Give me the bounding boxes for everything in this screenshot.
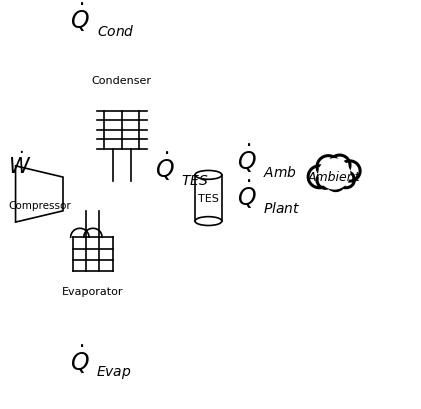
Text: $\mathit{Evap}$: $\mathit{Evap}$ bbox=[96, 363, 132, 380]
Text: Compressor: Compressor bbox=[8, 200, 71, 211]
Text: $\dot{W}$: $\dot{W}$ bbox=[8, 151, 32, 177]
Text: $\mathit{Cond}$: $\mathit{Cond}$ bbox=[97, 24, 135, 39]
Text: $\mathit{TES}$: $\mathit{TES}$ bbox=[181, 173, 208, 187]
Text: Evaporator: Evaporator bbox=[62, 287, 124, 297]
Text: $\dot{Q}$: $\dot{Q}$ bbox=[237, 178, 257, 211]
Text: $\mathit{Amb}$: $\mathit{Amb}$ bbox=[263, 164, 297, 179]
Ellipse shape bbox=[195, 171, 222, 180]
Ellipse shape bbox=[195, 217, 222, 226]
Circle shape bbox=[317, 156, 340, 178]
Text: Condenser: Condenser bbox=[92, 76, 152, 86]
Circle shape bbox=[339, 162, 360, 182]
Text: $\dot{Q}$: $\dot{Q}$ bbox=[70, 342, 90, 375]
Circle shape bbox=[317, 173, 334, 189]
Circle shape bbox=[329, 156, 350, 176]
Bar bbox=[195, 175, 222, 222]
Text: $\dot{Q}$: $\dot{Q}$ bbox=[237, 142, 257, 175]
Text: $\dot{Q}$: $\dot{Q}$ bbox=[155, 150, 174, 182]
Text: $\mathit{Plant}$: $\mathit{Plant}$ bbox=[263, 200, 301, 215]
Circle shape bbox=[327, 174, 345, 191]
Text: TES: TES bbox=[198, 193, 219, 203]
Text: Ambient: Ambient bbox=[308, 171, 360, 184]
Circle shape bbox=[308, 166, 331, 188]
Circle shape bbox=[319, 160, 350, 189]
Text: $\dot{Q}$: $\dot{Q}$ bbox=[70, 2, 90, 34]
Circle shape bbox=[338, 172, 354, 188]
